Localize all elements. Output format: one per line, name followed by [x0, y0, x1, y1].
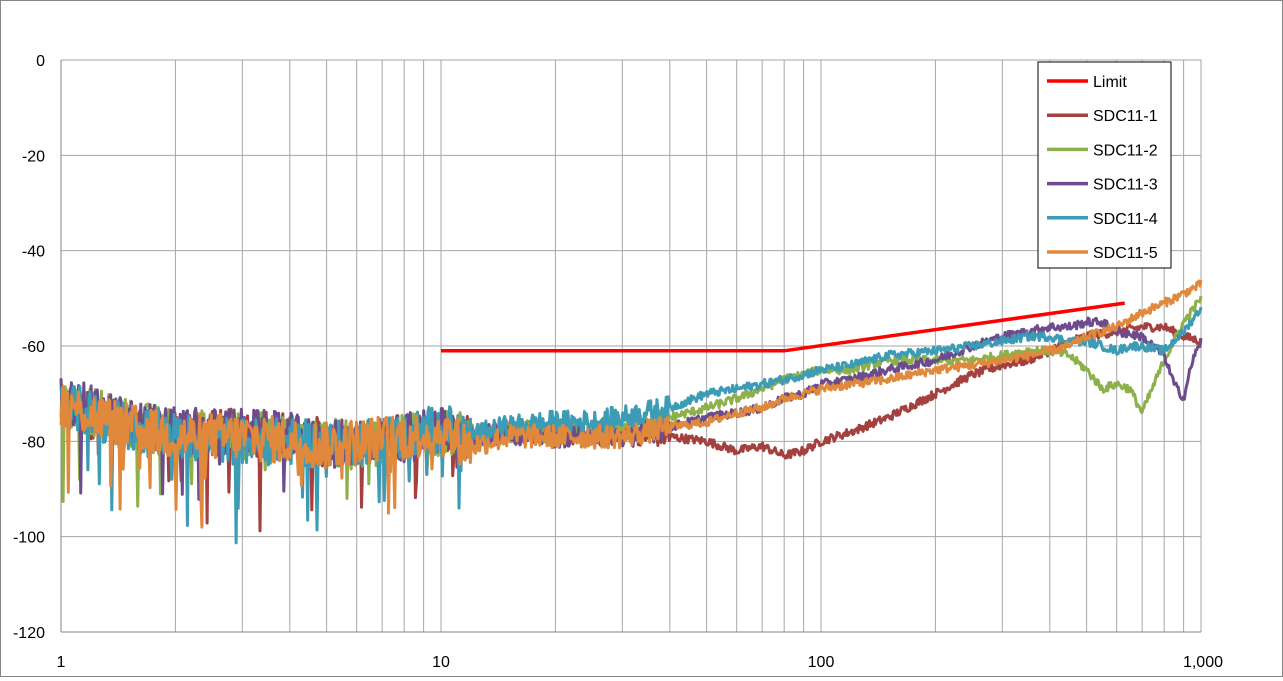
x-tick-label: 100: [808, 654, 835, 671]
y-tick-label: -40: [22, 244, 45, 261]
y-tick-label: -120: [13, 625, 45, 642]
series-line-sdc11-4: [59, 306, 1203, 545]
legend-label: Limit: [1093, 74, 1127, 91]
legend-label: SDC11-3: [1093, 177, 1158, 194]
legend-label: SDC11-2: [1093, 142, 1158, 159]
y-tick-label: -60: [22, 339, 45, 356]
grid-lines: [60, 59, 1202, 633]
series-line-sdc11-2: [59, 295, 1203, 508]
x-tick-label: 10: [432, 654, 450, 671]
x-tick-label: 1: [57, 654, 66, 671]
y-tick-label: -80: [22, 434, 45, 451]
series-line-sdc11-5: [59, 279, 1203, 529]
y-tick-label: -100: [13, 530, 45, 547]
series-line-limit: [441, 301, 1125, 353]
y-tick-label: -20: [22, 148, 45, 165]
legend: Limit SDC11-1 SDC11-2 SDC11-3 SDC11-4 SDC11-5: [1037, 61, 1172, 269]
legend-label: SDC11-5: [1093, 245, 1158, 262]
y-tick-label: 0: [36, 53, 45, 70]
x-tick-label: 1,000: [1183, 654, 1223, 671]
series-layer: [59, 279, 1203, 545]
legend-box: [1037, 61, 1172, 269]
legend-label: SDC11-1: [1093, 108, 1158, 125]
legend-label: SDC11-4: [1093, 211, 1158, 228]
axes: 0 -20 -40 -60 -80 -100 -120 1 10 100 1,000: [13, 53, 1223, 671]
